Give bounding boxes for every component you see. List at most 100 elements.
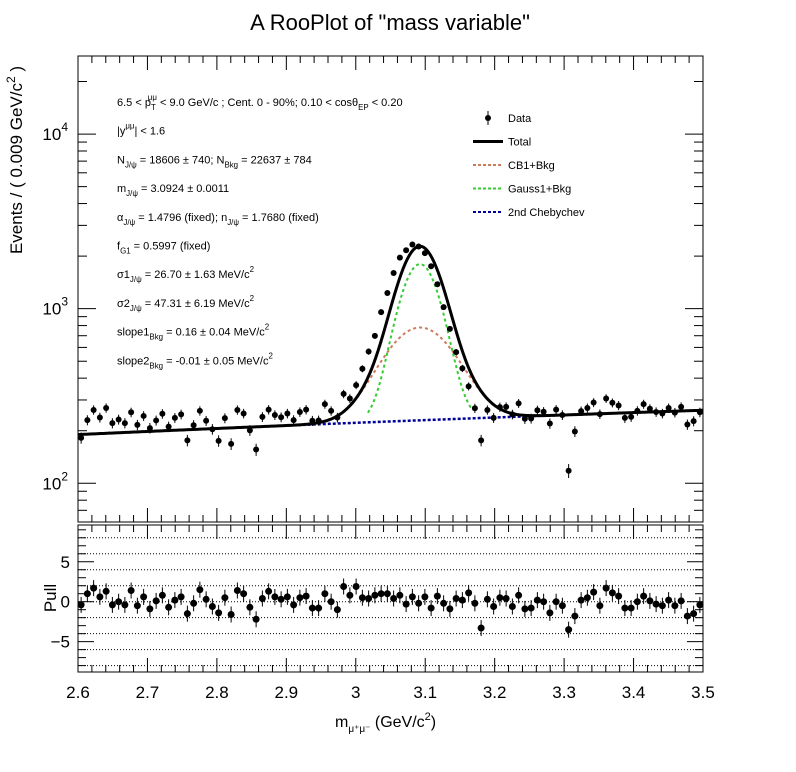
data-point xyxy=(296,408,303,415)
pull-point xyxy=(421,593,429,601)
pull-point xyxy=(596,602,604,610)
x-tick-label: 3.5 xyxy=(691,683,715,702)
pull-point xyxy=(508,602,516,610)
pull-point xyxy=(202,595,210,603)
data-point xyxy=(103,404,110,411)
pull-point xyxy=(640,592,648,600)
pull-point xyxy=(358,594,366,602)
pull-point xyxy=(652,600,660,608)
pull-point xyxy=(402,600,410,608)
chart-title: A RooPlot of "mass variable" xyxy=(250,10,530,35)
data-point xyxy=(490,414,497,421)
legend-label: 2nd Chebychev xyxy=(508,207,585,219)
pull-point xyxy=(496,594,504,602)
fit-parameter-line: slope1Bkg = 0.16 ± 0.04 MeV/c2 xyxy=(117,323,269,342)
legend-entry: 2nd Chebychev xyxy=(473,207,585,219)
pull-point xyxy=(633,598,641,606)
pull-point xyxy=(677,597,685,605)
pull-point xyxy=(521,605,529,613)
pull-point xyxy=(415,599,423,607)
pull-point xyxy=(396,591,404,599)
pull-point xyxy=(408,593,416,601)
legend-label: CB1+Bkg xyxy=(508,160,555,172)
data-point xyxy=(215,437,222,444)
data-point xyxy=(334,414,341,421)
data-point xyxy=(246,427,253,434)
data-point xyxy=(609,399,616,406)
pull-point xyxy=(115,598,123,606)
pull-point xyxy=(315,604,323,612)
data-point xyxy=(146,425,153,432)
x-tick-label: 2.7 xyxy=(136,683,160,702)
data-point xyxy=(340,390,347,397)
data-point xyxy=(621,414,628,421)
data-point xyxy=(203,417,210,424)
data-point xyxy=(684,421,691,428)
data-point xyxy=(284,410,291,417)
pull-point xyxy=(258,595,266,602)
x-tick-label: 3.3 xyxy=(552,683,576,702)
data-point xyxy=(496,404,503,411)
data-point xyxy=(353,382,360,389)
data-point xyxy=(253,446,260,453)
data-point xyxy=(453,349,460,356)
fit-parameter-line: NJ/ψ = 18606 ± 740; NBkg = 22637 ± 784 xyxy=(117,154,312,169)
pull-point xyxy=(646,597,654,605)
data-point xyxy=(209,426,216,433)
data-point xyxy=(634,407,641,414)
pull-frame xyxy=(77,524,704,673)
data-point xyxy=(440,304,447,311)
data-point xyxy=(415,243,422,250)
legend-entry: Data xyxy=(485,111,532,125)
data-point xyxy=(371,332,378,339)
data-point xyxy=(384,289,391,296)
pull-point xyxy=(121,601,129,609)
pull-point xyxy=(452,595,460,602)
data-point xyxy=(521,415,528,422)
data-point xyxy=(640,401,647,408)
pull-point xyxy=(446,605,454,613)
data-point xyxy=(690,418,697,425)
fit-parameter-box: 6.5 < pTμμ < 9.0 GeV/c ; Cent. 0 - 90%; … xyxy=(117,93,403,370)
pull-point xyxy=(171,596,179,604)
data-point xyxy=(553,406,560,413)
data-point xyxy=(659,410,666,417)
pull-point xyxy=(208,602,216,610)
data-point xyxy=(346,395,353,402)
data-point xyxy=(159,410,166,417)
data-point xyxy=(378,309,385,316)
pull-plot-area: 2.6 2.7 2.8 2.9 3 3.1 3.2 3.3 3.4 3.5 5 0 −5 xyxy=(51,56,715,702)
data-point xyxy=(646,405,653,412)
pull-y-tick-label: 0 xyxy=(61,593,70,612)
pull-point xyxy=(490,602,498,610)
pull-point xyxy=(290,601,298,609)
data-point xyxy=(240,410,247,417)
pull-point xyxy=(590,588,598,596)
pull-point xyxy=(377,590,385,598)
x-tick-label: 3.1 xyxy=(413,683,437,702)
pull-point xyxy=(577,596,585,604)
pull-point xyxy=(127,587,135,595)
data-point xyxy=(628,413,635,420)
data-point xyxy=(178,411,185,418)
data-point xyxy=(365,348,372,355)
pull-point xyxy=(308,604,316,612)
data-point xyxy=(603,395,610,402)
data-point xyxy=(403,247,410,254)
data-point xyxy=(328,407,335,414)
x-tick-label: 3.4 xyxy=(622,683,646,702)
legend-entry: CB1+Bkg xyxy=(473,160,555,172)
data-point xyxy=(171,414,178,421)
x-tick-label: 2.8 xyxy=(205,683,229,702)
pull-point xyxy=(83,590,91,598)
pull-point xyxy=(690,610,698,618)
fit-parameter-line: fG1 = 0.5997 (fixed) xyxy=(117,241,210,256)
data-point xyxy=(121,420,128,427)
pull-point xyxy=(621,604,629,612)
data-point xyxy=(109,420,116,427)
x-tick-label: 3.2 xyxy=(483,683,507,702)
pull-point xyxy=(502,595,510,602)
pull-point xyxy=(140,593,148,601)
main-frame xyxy=(77,55,704,523)
data-point xyxy=(696,409,703,416)
